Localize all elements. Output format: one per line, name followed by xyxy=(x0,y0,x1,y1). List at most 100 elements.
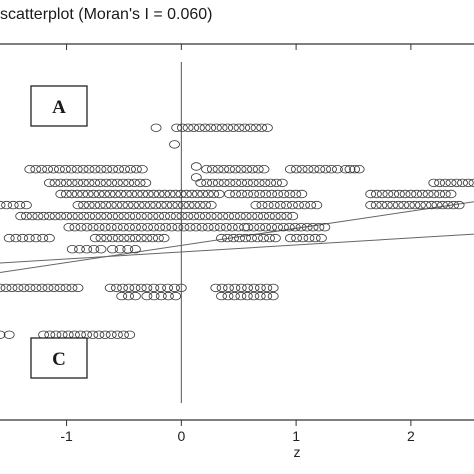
data-point xyxy=(197,189,209,199)
data-point xyxy=(287,211,299,221)
data-point xyxy=(7,200,19,210)
data-point xyxy=(101,211,113,221)
data-point xyxy=(111,200,123,210)
data-point xyxy=(320,164,332,174)
data-point xyxy=(66,283,78,293)
data-point xyxy=(135,283,147,293)
data-point xyxy=(60,164,71,174)
data-point xyxy=(208,189,220,199)
data-point xyxy=(177,200,189,210)
data-point xyxy=(398,200,410,210)
data-point xyxy=(24,283,36,293)
data-point xyxy=(23,233,35,243)
data-point xyxy=(129,283,141,293)
data-point xyxy=(61,211,72,221)
data-point xyxy=(264,233,275,243)
data-point xyxy=(169,283,180,293)
data-point xyxy=(77,164,89,174)
data-point xyxy=(226,222,238,232)
data-point xyxy=(434,178,446,188)
data-point xyxy=(128,178,140,188)
data-point xyxy=(365,200,377,210)
data-point xyxy=(117,200,128,210)
data-point xyxy=(95,164,107,174)
data-point xyxy=(299,200,311,210)
data-point xyxy=(150,123,162,132)
data-point xyxy=(194,200,206,210)
data-point xyxy=(212,164,224,174)
data-point xyxy=(240,233,251,243)
data-point xyxy=(284,164,296,174)
data-point xyxy=(112,178,123,188)
data-point xyxy=(248,222,260,232)
data-point xyxy=(170,291,182,301)
data-point xyxy=(188,123,200,132)
data-point xyxy=(247,178,259,188)
data-point xyxy=(158,233,170,243)
data-point xyxy=(99,330,111,339)
data-point xyxy=(308,164,320,174)
data-point xyxy=(311,200,323,210)
data-point xyxy=(83,164,95,174)
data-point xyxy=(224,164,235,174)
data-point xyxy=(180,189,192,199)
data-point xyxy=(55,178,67,188)
data-point xyxy=(216,123,228,132)
data-point xyxy=(258,164,270,174)
data-point xyxy=(161,200,173,210)
quadrant-labels: AC xyxy=(30,85,88,379)
data-point xyxy=(228,233,239,243)
data-point xyxy=(30,164,42,174)
data-point xyxy=(253,178,265,188)
data-point xyxy=(78,211,90,221)
data-point xyxy=(18,283,30,293)
data-point xyxy=(437,200,448,210)
data-point xyxy=(115,189,127,199)
data-point xyxy=(207,178,218,188)
x-axis: -1 0 1 2 z xyxy=(60,44,415,460)
data-point xyxy=(411,189,423,199)
data-point xyxy=(66,189,78,199)
data-point xyxy=(241,164,253,174)
data-point xyxy=(242,222,254,232)
data-point xyxy=(112,330,123,339)
data-point xyxy=(88,244,100,254)
data-point xyxy=(265,178,277,188)
data-point xyxy=(162,283,174,293)
data-point xyxy=(48,164,59,174)
data-point xyxy=(303,233,315,243)
data-point xyxy=(49,178,61,188)
data-point xyxy=(93,330,105,339)
data-point xyxy=(445,178,457,188)
data-point xyxy=(258,233,269,243)
data-point xyxy=(217,211,229,221)
data-point xyxy=(107,164,119,174)
data-point xyxy=(129,211,141,221)
data-point xyxy=(254,283,266,293)
data-point xyxy=(0,200,6,210)
data-point xyxy=(129,233,141,243)
data-point xyxy=(26,211,38,221)
data-point xyxy=(95,233,107,243)
data-point xyxy=(259,178,271,188)
data-point xyxy=(106,178,118,188)
data-point xyxy=(131,189,143,199)
data-point xyxy=(230,178,242,188)
data-point xyxy=(276,178,288,188)
data-point xyxy=(169,140,180,149)
data-point xyxy=(301,222,313,232)
data-point xyxy=(130,222,141,232)
data-point xyxy=(133,200,145,210)
data-point xyxy=(189,200,200,210)
data-point xyxy=(30,233,42,243)
data-point xyxy=(223,211,235,221)
data-point xyxy=(89,211,101,221)
data-point xyxy=(77,189,89,199)
data-point xyxy=(140,178,152,188)
data-point xyxy=(191,189,203,199)
data-point xyxy=(254,291,266,301)
data-point xyxy=(222,123,234,132)
data-point xyxy=(296,164,308,174)
data-point xyxy=(229,164,241,174)
data-point xyxy=(302,164,314,174)
